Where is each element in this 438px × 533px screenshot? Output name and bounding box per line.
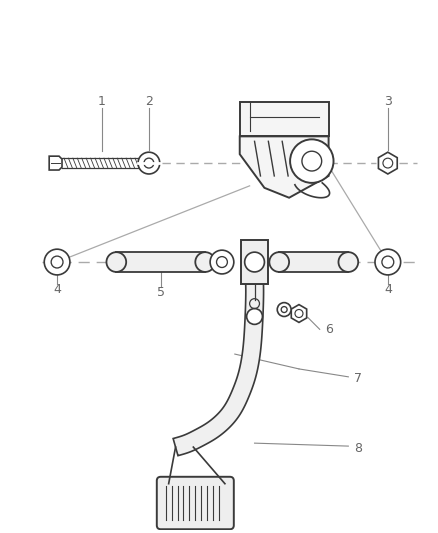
Text: 6: 6 [325, 323, 332, 336]
Polygon shape [49, 156, 62, 170]
Circle shape [210, 250, 234, 274]
Circle shape [138, 152, 160, 174]
Text: 7: 7 [354, 373, 362, 385]
Polygon shape [378, 152, 397, 174]
Bar [117, 252, 205, 272]
Circle shape [339, 252, 358, 272]
Circle shape [106, 252, 126, 272]
Bar [279, 252, 348, 272]
Circle shape [290, 139, 333, 183]
Circle shape [269, 252, 289, 272]
Text: 2: 2 [145, 95, 153, 108]
Circle shape [245, 252, 265, 272]
Text: 8: 8 [354, 441, 362, 455]
Text: 5: 5 [157, 286, 165, 299]
Text: 3: 3 [384, 95, 392, 108]
Circle shape [247, 309, 262, 325]
Text: 4: 4 [384, 283, 392, 296]
Circle shape [277, 303, 291, 317]
Bar [240, 102, 328, 136]
Circle shape [302, 151, 321, 171]
Polygon shape [291, 304, 307, 322]
Bar [241, 240, 268, 284]
FancyBboxPatch shape [157, 477, 234, 529]
Polygon shape [173, 284, 264, 456]
Circle shape [44, 249, 70, 275]
Circle shape [375, 249, 401, 275]
Text: 1: 1 [98, 95, 106, 108]
Text: 4: 4 [53, 283, 61, 296]
Polygon shape [240, 136, 328, 198]
Circle shape [195, 252, 215, 272]
